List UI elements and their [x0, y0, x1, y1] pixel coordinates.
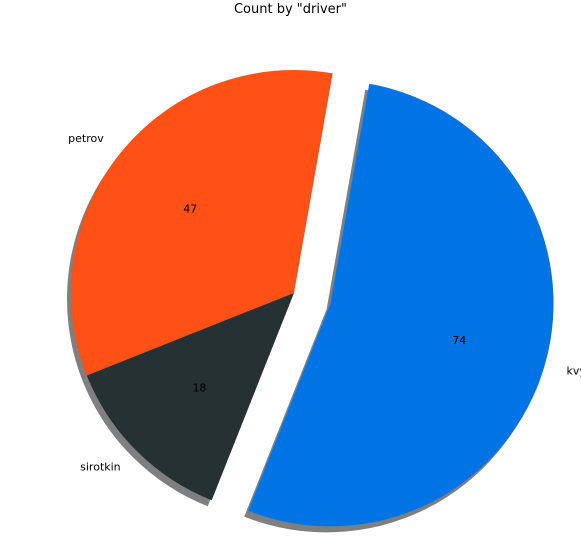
pie-slice-sirotkin	[86, 293, 294, 501]
pie-slice-value-petrov: 47	[183, 203, 197, 216]
pie-slice-petrov	[70, 70, 333, 376]
pie-slice-layer	[70, 70, 554, 527]
pie-slice-label-petrov: petrov	[68, 132, 104, 145]
pie-label-layer: petrov 47 sirotkin 18 kvyat 74	[68, 132, 581, 473]
pie-slice-value-kvyat: 74	[452, 334, 466, 347]
chart-title: Count by "driver"	[233, 2, 348, 17]
pie-slice-kvyat	[248, 83, 554, 527]
pie-slice-label-kvyat: kvyat	[567, 364, 581, 377]
pie-slice-value-sirotkin: 18	[192, 382, 206, 395]
pie-slice-label-sirotkin: sirotkin	[80, 461, 121, 474]
